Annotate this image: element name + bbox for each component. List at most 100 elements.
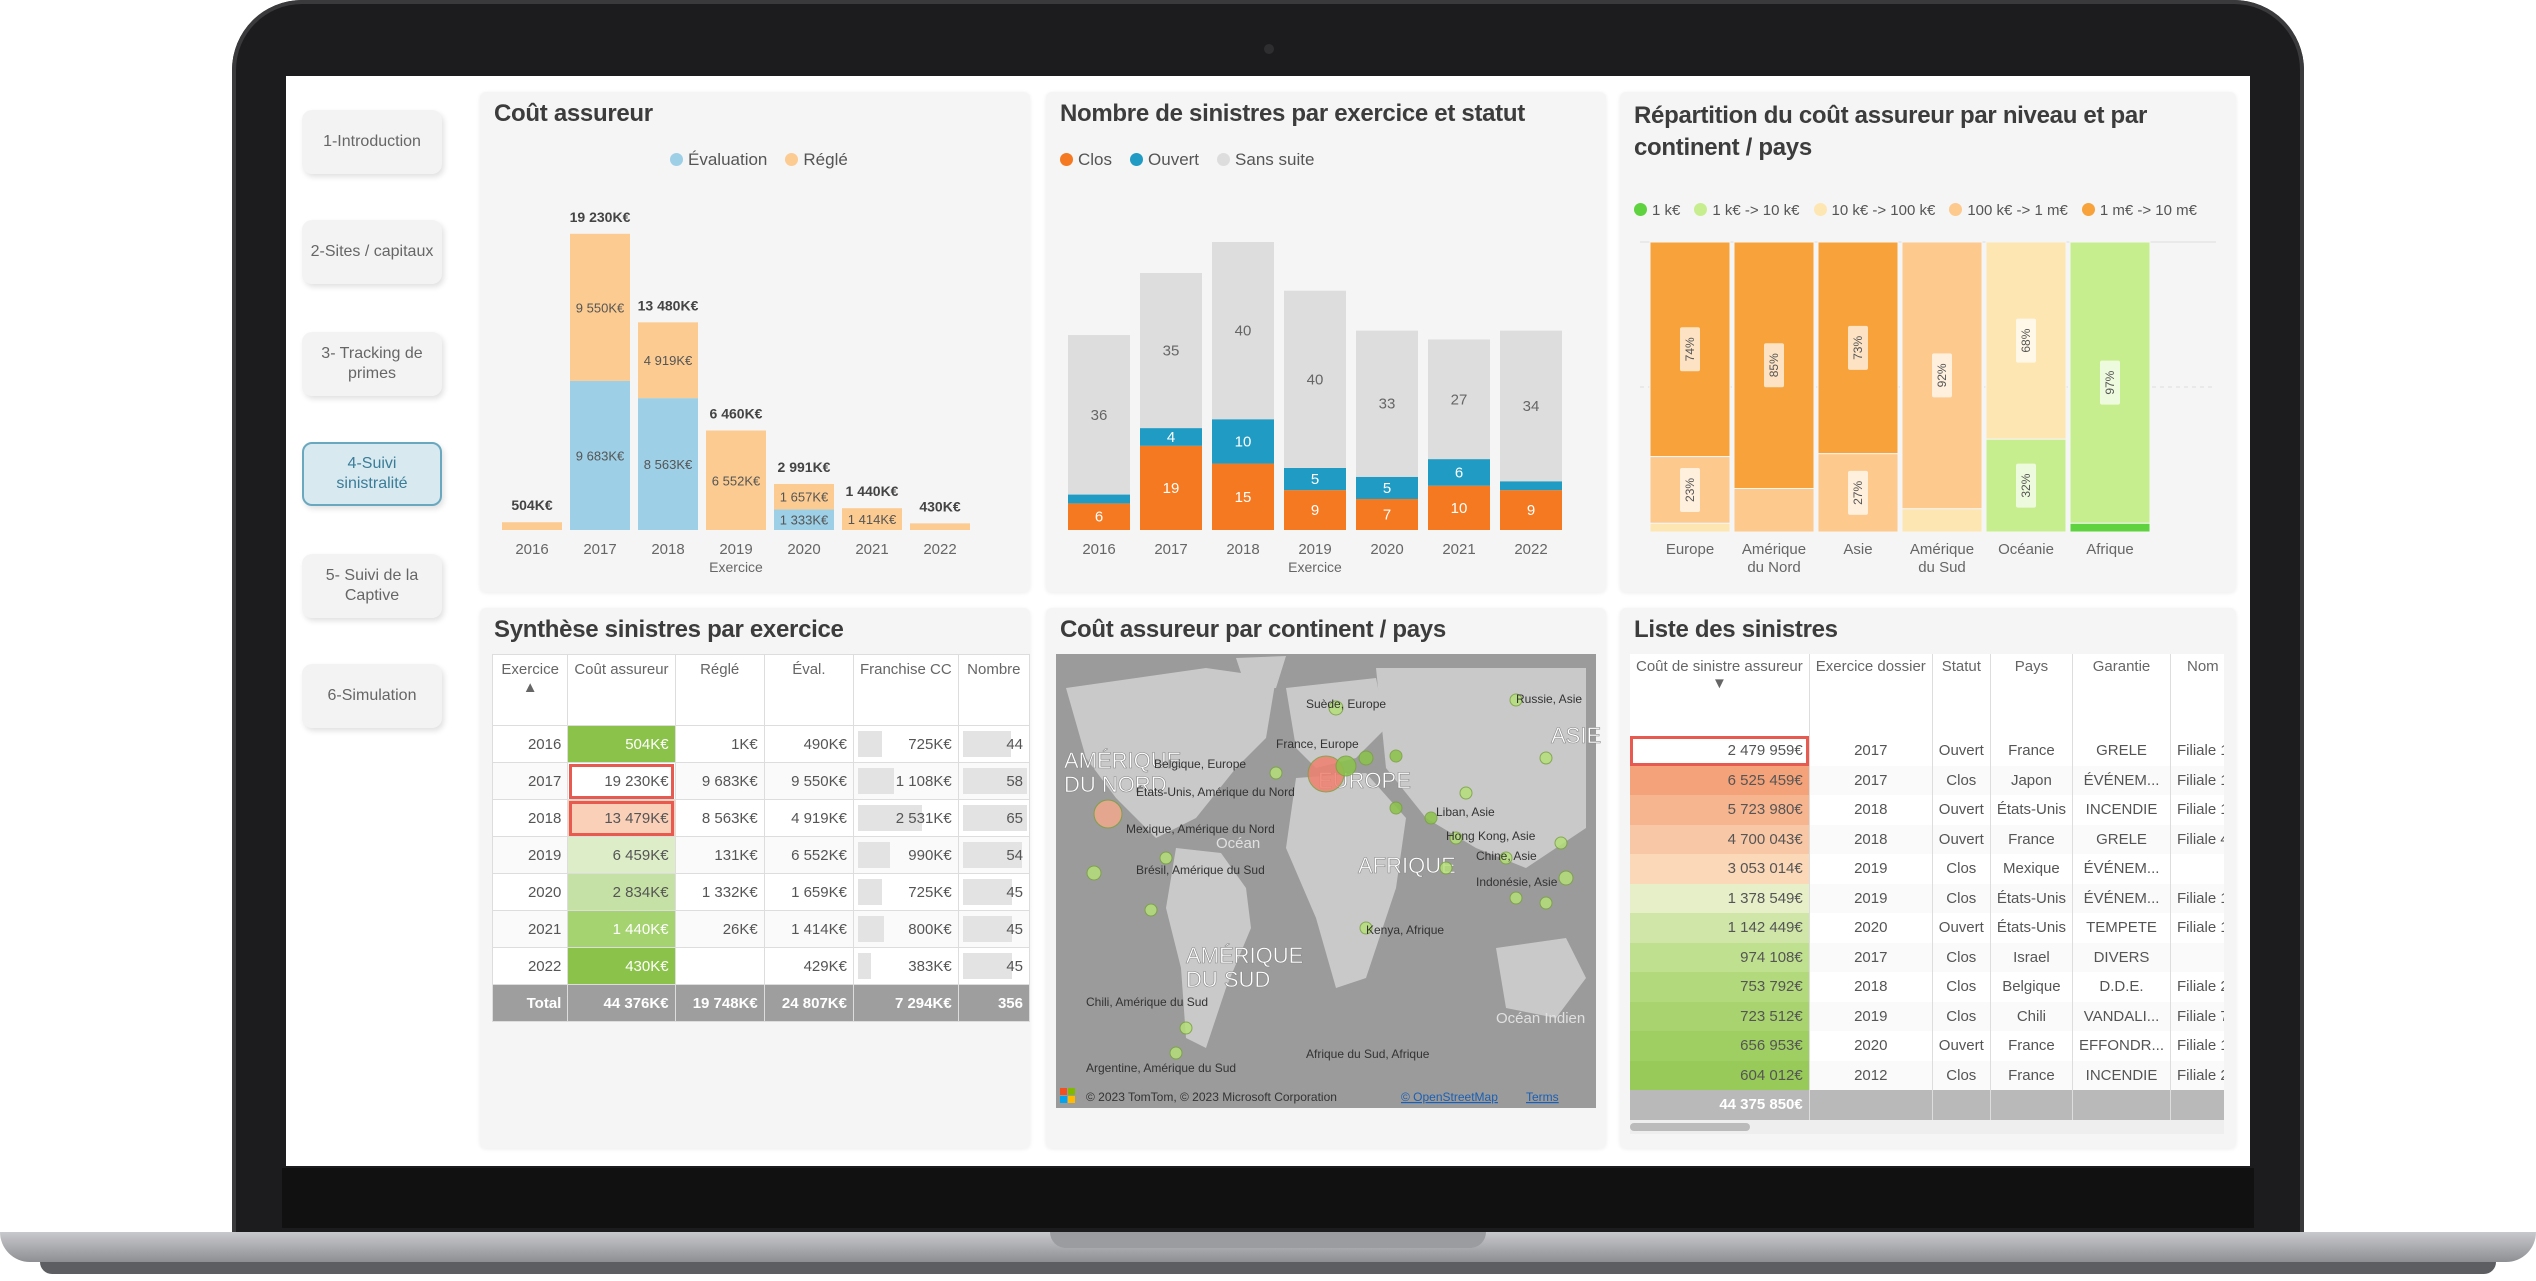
liste-row[interactable]: 1 142 449€ 2020 Ouvert États-Unis TEMPETE Fil… — [1630, 913, 2224, 943]
col-nom[interactable]: Nom — [2170, 654, 2224, 736]
bar-segment-amérique-du-nord[interactable] — [1733, 488, 1815, 533]
bar-sans-suite-2017[interactable] — [1140, 273, 1202, 429]
map-bubble[interactable] — [1389, 801, 1403, 815]
map-bubble[interactable] — [1358, 750, 1374, 766]
map-bubble[interactable] — [1093, 799, 1123, 829]
legend-item-1k-10k[interactable]: 1 k€ -> 10 k€ — [1694, 202, 1800, 219]
bar-sans-suite-2020[interactable] — [1356, 330, 1418, 477]
bar-sans-suite-2022[interactable] — [1500, 330, 1562, 482]
bar-sans-suite-2016[interactable] — [1068, 335, 1130, 495]
bar-segment-afrique[interactable] — [2069, 522, 2151, 533]
bar-regle-2016[interactable] — [502, 522, 562, 530]
bar-sans-suite-2019[interactable] — [1284, 290, 1346, 468]
bar-ouvert-2017[interactable] — [1140, 428, 1202, 446]
map-bubble[interactable] — [1389, 749, 1403, 763]
map-bubble[interactable] — [1179, 1021, 1193, 1035]
bar-segment-europe[interactable] — [1649, 522, 1731, 533]
col-regle[interactable]: Réglé — [674, 654, 765, 726]
bar-ouvert-2020[interactable] — [1356, 476, 1418, 499]
synthese-row[interactable]: 2021 1 440K€ 26K€ 1 414K€ 800K€ 45 — [491, 910, 1031, 948]
map-bubble[interactable] — [1269, 766, 1283, 780]
bar-evaluation-2017[interactable] — [570, 380, 630, 530]
legend-item-regle[interactable]: Réglé — [785, 150, 848, 170]
bar-regle-2019[interactable] — [706, 430, 766, 530]
bar-clos-2018[interactable] — [1212, 463, 1274, 530]
bar-clos-2017[interactable] — [1140, 445, 1202, 530]
col-nombre[interactable]: Nombre — [957, 654, 1031, 726]
liste-row[interactable]: 753 792€ 2018 Clos Belgique D.D.E. Filiale 2 — [1630, 972, 2224, 1002]
map-bubble[interactable] — [1459, 786, 1473, 800]
col-cout-sinistre[interactable]: Coût de sinistre assureur ▼ — [1630, 654, 1810, 736]
legend-item-sans-suite[interactable]: Sans suite — [1217, 150, 1314, 170]
liste-row[interactable]: 656 953€ 2020 Ouvert France EFFONDR... Filial… — [1630, 1031, 2224, 1061]
map-bubble[interactable] — [1424, 811, 1438, 825]
col-statut[interactable]: Statut — [1932, 654, 1991, 736]
map-bubble[interactable] — [1086, 865, 1102, 881]
scrollbar-thumb[interactable] — [1630, 1122, 1750, 1131]
bar-segment-amérique-du-sud[interactable] — [1901, 508, 1983, 533]
bar-regle-2020[interactable] — [774, 483, 834, 510]
legend-item-evaluation[interactable]: Évaluation — [670, 150, 767, 170]
synthese-row[interactable]: 2020 2 834K€ 1 332K€ 1 659K€ 725K€ 45 — [491, 873, 1031, 911]
openstreetmap-link[interactable]: © OpenStreetMap — [1401, 1090, 1498, 1104]
bar-ouvert-2019[interactable] — [1284, 467, 1346, 491]
liste-table-wrapper[interactable]: Coût de sinistre assureur ▼ Exercice doss… — [1630, 654, 2224, 1134]
synthese-row[interactable]: 2016 504K€ 1K€ 490K€ 725K€ 44 — [491, 725, 1031, 763]
liste-row[interactable]: 604 012€ 2012 Clos France INCENDIE Filiale 2 — [1630, 1060, 2224, 1090]
nav-item-suivi-sinistralite[interactable]: 4-Suivi sinistralité — [302, 442, 442, 506]
bar-sans-suite-2018[interactable] — [1212, 242, 1274, 420]
nav-item-simulation[interactable]: 6-Simulation — [302, 664, 442, 728]
legend-item-ouvert[interactable]: Ouvert — [1130, 150, 1199, 170]
bar-clos-2020[interactable] — [1356, 498, 1418, 530]
col-franchise[interactable]: Franchise CC — [852, 654, 959, 726]
bar-clos-2016[interactable] — [1068, 503, 1130, 530]
bar-ouvert-2016[interactable] — [1068, 494, 1130, 504]
col-exercice-dossier[interactable]: Exercice dossier — [1809, 654, 1933, 736]
liste-row[interactable]: 723 512€ 2019 Clos Chili VANDALI... Filiale 7 — [1630, 1001, 2224, 1031]
liste-row[interactable]: 974 108€ 2017 Clos Israel DIVERS — [1630, 942, 2224, 972]
bar-evaluation-2018[interactable] — [638, 398, 698, 530]
col-cout-assureur[interactable]: Coût assureur — [567, 654, 676, 726]
map-bubble[interactable] — [1499, 851, 1513, 865]
map-bubble[interactable] — [1539, 751, 1553, 765]
map-bubble[interactable] — [1144, 903, 1158, 917]
nav-item-introduction[interactable]: 1-Introduction — [302, 110, 442, 174]
map-bubble[interactable] — [1539, 896, 1553, 910]
bar-clos-2022[interactable] — [1500, 490, 1562, 530]
synthese-row[interactable]: 2019 6 459K€ 131K€ 6 552K€ 990K€ 54 — [491, 836, 1031, 874]
liste-horizontal-scrollbar[interactable] — [1630, 1119, 2224, 1134]
col-exercice[interactable]: Exercice ▲ — [491, 654, 569, 726]
bar-regle-2021[interactable] — [842, 508, 902, 530]
col-garantie[interactable]: Garantie — [2072, 654, 2171, 736]
nav-item-suivi-captive[interactable]: 5- Suivi de la Captive — [302, 554, 442, 618]
col-pays[interactable]: Pays — [1990, 654, 2074, 736]
bar-regle-2022[interactable] — [910, 523, 970, 530]
legend-item-10k-100k[interactable]: 10 k€ -> 100 k€ — [1813, 202, 1935, 219]
map-bubble[interactable] — [1439, 861, 1453, 875]
map-bubble[interactable] — [1449, 831, 1463, 845]
col-eval[interactable]: Éval. — [763, 654, 854, 726]
map-bubble[interactable] — [1359, 921, 1373, 935]
liste-row[interactable]: 2 479 959€ 2017 Ouvert France GRELE Filiale 1 — [1630, 736, 2224, 766]
terms-link[interactable]: Terms — [1526, 1090, 1559, 1104]
bar-ouvert-2018[interactable] — [1212, 419, 1274, 464]
bar-ouvert-2022[interactable] — [1500, 481, 1562, 491]
map-bubble[interactable] — [1554, 836, 1568, 850]
legend-item-1k[interactable]: 1 k€ — [1634, 202, 1680, 219]
map-bubble[interactable] — [1558, 870, 1574, 886]
nav-item-tracking-primes[interactable]: 3- Tracking de primes — [302, 332, 442, 396]
bar-regle-2018[interactable] — [638, 322, 698, 399]
bar-clos-2019[interactable] — [1284, 490, 1346, 530]
liste-row[interactable]: 4 700 043€ 2018 Ouvert France GRELE Filiale 4 — [1630, 824, 2224, 854]
map-bubble[interactable] — [1335, 755, 1357, 777]
liste-row[interactable]: 3 053 014€ 2019 Clos Mexique ÉVÉNEM... — [1630, 854, 2224, 884]
liste-row[interactable]: 6 525 459€ 2017 Clos Japon ÉVÉNEM... Filiale … — [1630, 765, 2224, 795]
liste-row[interactable]: 5 723 980€ 2018 Ouvert États-Unis INCENDIE Fi… — [1630, 795, 2224, 825]
map-bubble[interactable] — [1159, 851, 1173, 865]
legend-item-clos[interactable]: Clos — [1060, 150, 1112, 170]
bar-sans-suite-2021[interactable] — [1428, 339, 1490, 460]
liste-row[interactable]: 1 378 549€ 2019 Clos États-Unis ÉVÉNEM... Fil… — [1630, 883, 2224, 913]
synthese-row[interactable]: 2022 430K€ 429K€ 383K€ 45 — [491, 947, 1031, 985]
map-bubble[interactable] — [1509, 693, 1523, 707]
